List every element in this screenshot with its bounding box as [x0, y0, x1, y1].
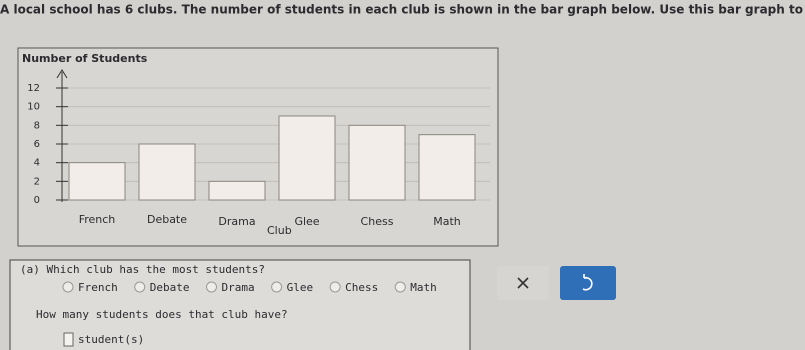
radio[interactable] [394, 281, 406, 293]
bar [418, 134, 476, 201]
y-tick-label: 12 [27, 83, 40, 94]
x-tick-label: Math [433, 215, 461, 228]
option[interactable]: Debate [134, 281, 190, 294]
y-tick-label: 2 [34, 176, 40, 187]
option[interactable]: Chess [329, 281, 378, 294]
radio[interactable] [62, 281, 74, 293]
x-tick-label: Glee [294, 215, 319, 228]
undo-icon [582, 274, 593, 291]
radio[interactable] [329, 281, 341, 293]
radio[interactable] [206, 281, 217, 293]
option[interactable]: Math [394, 281, 437, 294]
problem-text: A local school has 6 clubs. The number o… [0, 3, 805, 17]
answer-input[interactable] [63, 332, 74, 347]
x-tick-label: French [79, 213, 116, 226]
x-tick-label: Debate [147, 213, 187, 226]
x-tick-label: Chess [361, 215, 394, 228]
question-a: (a) Which club has the most students? [20, 263, 265, 276]
y-tick-label: 8 [34, 120, 40, 131]
bar [208, 180, 266, 201]
answer-unit: student(s) [78, 333, 144, 346]
option[interactable]: Drama [206, 281, 255, 294]
radio[interactable] [271, 281, 283, 293]
y-tick-label: 6 [34, 139, 40, 150]
question-b: How many students does that club have? [36, 308, 288, 321]
undo-button[interactable] [560, 266, 616, 300]
bar [278, 115, 336, 201]
y-tick-label: 0 [34, 195, 40, 206]
option-label: Drama [222, 281, 255, 294]
y-axis-arrow [56, 69, 68, 79]
clear-button[interactable] [497, 266, 549, 300]
option-label: Debate [150, 281, 190, 294]
y-tick-label: 4 [34, 158, 40, 169]
option[interactable]: Glee [271, 281, 314, 294]
x-tick-label: Drama [218, 215, 255, 228]
option-label: Glee [287, 281, 314, 294]
option-label: Chess [345, 281, 378, 294]
clear-icon [517, 277, 529, 289]
x-axis-title: Club [267, 224, 292, 237]
radio[interactable] [134, 281, 146, 293]
bar [138, 143, 196, 201]
option-label: Math [410, 281, 437, 294]
bar [348, 124, 406, 201]
bar [68, 162, 126, 201]
y-axis-title: Number of Students [22, 52, 148, 65]
question-panel [9, 259, 471, 350]
chart-frame [17, 47, 499, 247]
option[interactable]: French [62, 281, 118, 294]
y-tick-label: 10 [27, 102, 40, 113]
undo-button-bg[interactable] [560, 266, 616, 300]
option-label: French [78, 281, 118, 294]
